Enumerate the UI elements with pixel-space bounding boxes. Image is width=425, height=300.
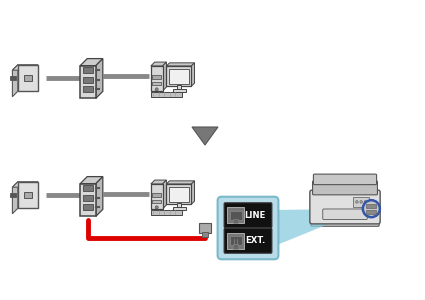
Bar: [83, 86, 93, 92]
Bar: [202, 232, 208, 237]
FancyBboxPatch shape: [218, 197, 278, 259]
FancyBboxPatch shape: [311, 218, 379, 226]
Bar: [151, 210, 182, 215]
Bar: [366, 205, 377, 208]
FancyBboxPatch shape: [323, 209, 367, 220]
Bar: [10, 193, 16, 197]
Bar: [227, 233, 244, 249]
Bar: [227, 207, 244, 223]
Polygon shape: [167, 63, 195, 66]
Polygon shape: [162, 180, 167, 209]
Polygon shape: [12, 65, 18, 97]
Bar: [354, 197, 369, 207]
Text: LINE: LINE: [244, 211, 266, 220]
FancyBboxPatch shape: [224, 228, 272, 253]
Polygon shape: [96, 177, 103, 216]
Bar: [230, 236, 242, 245]
Bar: [230, 211, 242, 220]
Polygon shape: [151, 62, 167, 66]
FancyBboxPatch shape: [224, 203, 272, 228]
Bar: [153, 75, 161, 79]
Bar: [10, 76, 16, 80]
Bar: [151, 184, 162, 209]
Polygon shape: [80, 58, 103, 66]
Bar: [169, 69, 189, 84]
Polygon shape: [12, 182, 38, 187]
Polygon shape: [275, 209, 366, 246]
Bar: [233, 219, 238, 223]
Bar: [153, 193, 161, 197]
Text: EXT.: EXT.: [245, 236, 265, 245]
Bar: [24, 192, 32, 198]
Polygon shape: [96, 58, 103, 98]
Polygon shape: [151, 180, 167, 184]
Polygon shape: [191, 63, 195, 86]
Bar: [167, 184, 191, 204]
Bar: [80, 66, 96, 98]
Bar: [83, 194, 93, 201]
Polygon shape: [12, 182, 18, 214]
Bar: [233, 244, 238, 249]
Bar: [173, 88, 186, 92]
Bar: [177, 85, 181, 90]
Bar: [24, 75, 32, 81]
Bar: [177, 203, 181, 208]
Circle shape: [356, 201, 358, 203]
Bar: [151, 92, 182, 97]
Polygon shape: [162, 62, 167, 91]
Bar: [199, 223, 211, 233]
Bar: [18, 182, 38, 208]
Bar: [18, 65, 38, 91]
Circle shape: [155, 206, 158, 209]
Bar: [80, 184, 96, 216]
Bar: [169, 187, 189, 202]
Bar: [153, 200, 161, 203]
Bar: [366, 210, 377, 214]
Bar: [167, 66, 191, 86]
Bar: [83, 67, 93, 74]
Polygon shape: [167, 181, 195, 184]
Polygon shape: [12, 65, 38, 70]
Bar: [153, 82, 161, 86]
Polygon shape: [80, 177, 103, 184]
FancyBboxPatch shape: [310, 190, 380, 224]
Bar: [173, 207, 186, 210]
Bar: [83, 204, 93, 210]
Circle shape: [360, 201, 363, 203]
Polygon shape: [192, 127, 218, 145]
FancyBboxPatch shape: [312, 181, 377, 195]
FancyBboxPatch shape: [313, 174, 377, 184]
Circle shape: [155, 88, 158, 91]
Bar: [83, 76, 93, 83]
Circle shape: [364, 201, 367, 203]
Polygon shape: [191, 181, 195, 204]
Circle shape: [363, 200, 380, 217]
Bar: [83, 185, 93, 191]
Bar: [151, 66, 162, 91]
